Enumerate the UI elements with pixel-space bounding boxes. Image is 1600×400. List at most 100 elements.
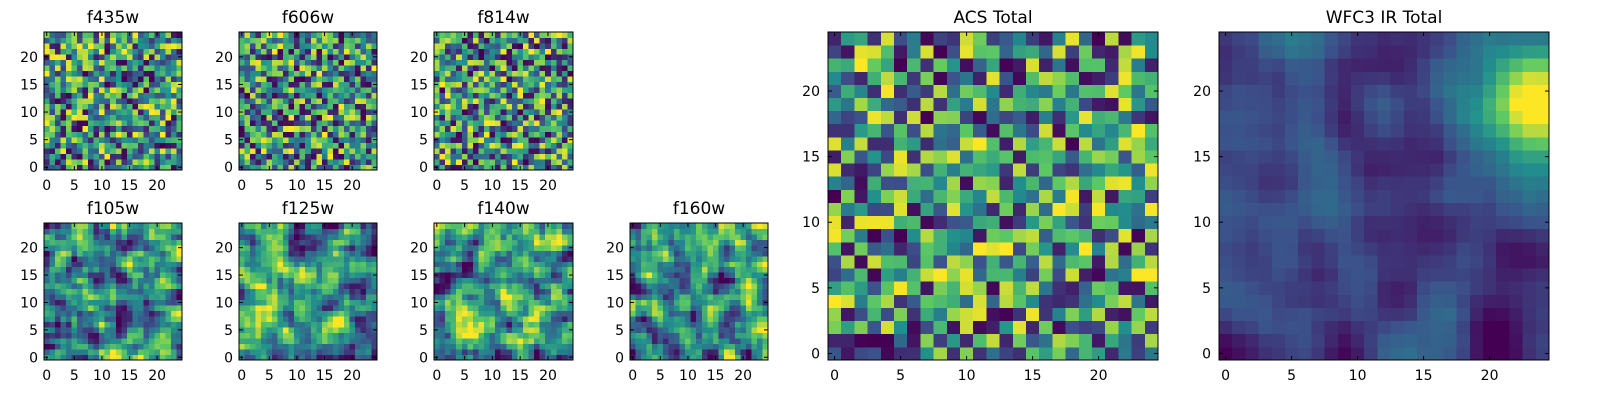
heatmap-cell (723, 233, 730, 240)
heatmap-cell (723, 327, 730, 333)
heatmap-cell (472, 277, 479, 284)
heatmap-cell (461, 92, 468, 99)
heatmap-cell (294, 250, 301, 257)
heatmap-cell (288, 120, 295, 127)
heatmap-cell (93, 327, 100, 333)
x-tick-label: 10 (93, 368, 111, 384)
heatmap-cell (110, 114, 117, 121)
heatmap-cell (495, 87, 502, 94)
heatmap-cell (528, 223, 535, 229)
heatmap-cell (148, 125, 155, 132)
heatmap-cell (104, 59, 111, 66)
heatmap-cell (484, 109, 490, 116)
heatmap-cell (121, 354, 128, 361)
heatmap-cell (506, 153, 513, 160)
heatmap-cell (104, 272, 111, 279)
heatmap-cell (365, 153, 372, 160)
heatmap-cell (327, 76, 334, 83)
heatmap-cell (522, 59, 529, 66)
heatmap-cell (71, 142, 78, 149)
heatmap-cell (143, 283, 150, 290)
heatmap-cell (77, 228, 84, 235)
heatmap-cell (472, 266, 479, 273)
heatmap-cell (115, 158, 122, 165)
heatmap-cell (762, 338, 769, 344)
heatmap-cell (71, 103, 78, 110)
heatmap-cell (528, 327, 535, 333)
heatmap-cell (115, 343, 122, 350)
heatmap-cell (77, 153, 84, 160)
heatmap-cell (920, 150, 934, 164)
heatmap-cell (1052, 228, 1066, 243)
heatmap-cell (305, 54, 312, 60)
heatmap-cell (321, 255, 328, 262)
heatmap-cell (288, 294, 295, 301)
heatmap-cell (137, 92, 144, 99)
heatmap-cell (71, 153, 78, 160)
heatmap-cell (668, 239, 675, 246)
heatmap-cell (365, 343, 372, 350)
heatmap-cell (104, 109, 111, 116)
heatmap-cell (522, 244, 529, 251)
heatmap-cell (478, 37, 485, 44)
heatmap-cell (1052, 294, 1066, 308)
heatmap-cell (489, 59, 496, 66)
heatmap-cell (567, 305, 574, 312)
heatmap-cell (354, 255, 361, 262)
heatmap-cell (93, 136, 100, 143)
heatmap-cell (484, 147, 490, 154)
heatmap-cell (137, 255, 144, 262)
heatmap-cell (690, 244, 697, 251)
heatmap-cell (522, 288, 529, 295)
heatmap-cell (1131, 320, 1146, 335)
heatmap-cell (445, 332, 452, 339)
heatmap-cell (115, 153, 122, 160)
heatmap-cell (641, 288, 647, 295)
heatmap-cell (696, 223, 703, 229)
heatmap-cell (641, 223, 647, 229)
heatmap-cell (77, 277, 84, 284)
heatmap-cell (880, 163, 895, 177)
heatmap-cell (354, 92, 361, 99)
heatmap-cell (170, 70, 177, 77)
heatmap-cell (663, 299, 670, 306)
heatmap-cell (60, 136, 67, 143)
heatmap-cell (439, 354, 446, 361)
heatmap-cell (701, 310, 708, 317)
heatmap-cell (49, 103, 56, 110)
heatmap-cell (894, 215, 908, 230)
heatmap-cell (316, 48, 323, 55)
heatmap-cell (434, 338, 440, 344)
heatmap-cell (360, 142, 367, 149)
heatmap-cell (517, 87, 524, 94)
x-tick-label: 0 (432, 178, 441, 194)
heatmap-cell (745, 349, 752, 355)
heatmap-cell (657, 349, 664, 355)
heatmap-cell (321, 327, 328, 333)
heatmap-cell (641, 233, 647, 240)
heatmap-cell (450, 277, 457, 284)
heatmap-cell (110, 305, 117, 312)
heatmap-cell (255, 48, 262, 55)
heatmap-cell (657, 294, 664, 301)
heatmap-cell (165, 321, 172, 328)
heatmap-cell (132, 223, 139, 229)
heatmap-cell (283, 142, 290, 149)
heatmap-cell (154, 338, 161, 344)
heatmap-cell (550, 294, 557, 301)
heatmap-cell (176, 305, 183, 312)
heatmap-cell (239, 103, 245, 110)
heatmap-cell (360, 131, 367, 138)
heatmap-cell (99, 250, 106, 257)
heatmap-cell (143, 59, 150, 66)
heatmap-cell (756, 239, 763, 246)
heatmap-cell (679, 338, 686, 344)
heatmap-cell (511, 310, 518, 317)
heatmap-cell (305, 92, 312, 99)
heatmap-cell (690, 321, 697, 328)
heatmap-cell (511, 125, 518, 132)
y-tick-label: 15 (215, 268, 233, 284)
heatmap-cell (371, 277, 378, 284)
x-tick-label: 20 (343, 178, 361, 194)
heatmap-cell (55, 223, 61, 229)
